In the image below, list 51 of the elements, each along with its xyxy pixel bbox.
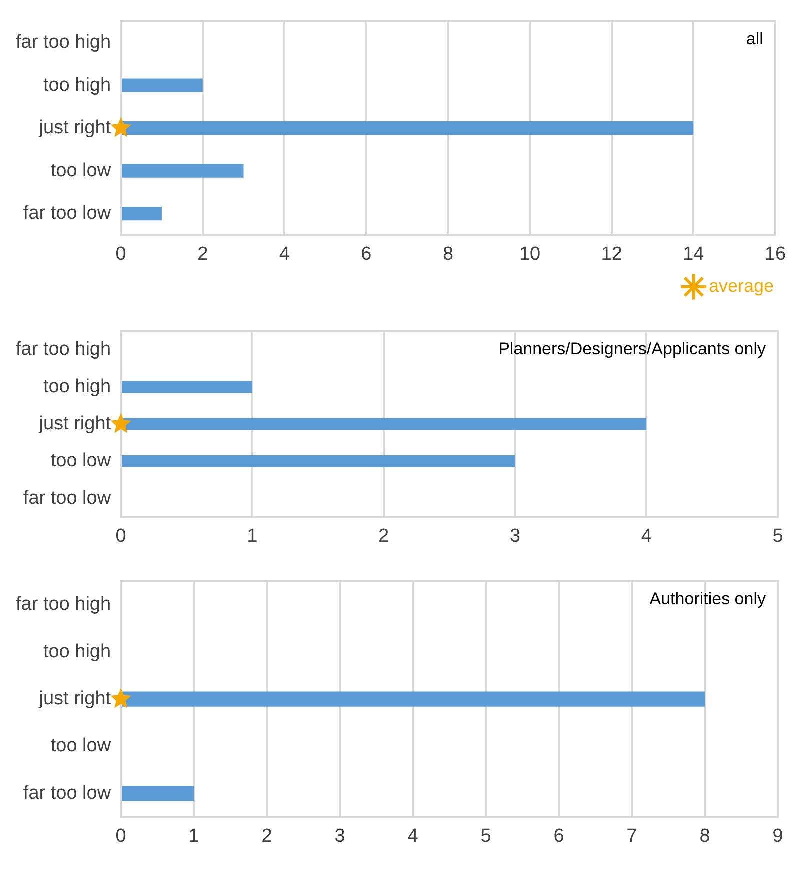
x-tick-label: 4 (279, 244, 290, 265)
x-tick-label: 2 (262, 826, 272, 847)
x-tick-label: 8 (700, 826, 710, 847)
annotation: Planners/Designers/Applicants only (498, 340, 766, 359)
y-tick-label: too low (50, 736, 112, 757)
x-tick-label: 5 (772, 526, 784, 547)
x-tick-label: 16 (764, 244, 786, 265)
bar (122, 206, 162, 221)
y-tick-label: just right (38, 414, 112, 435)
x-tick-label: 9 (772, 826, 784, 847)
x-tick-label: 4 (641, 526, 652, 547)
y-tick-label: too high (43, 376, 112, 398)
y-tick-label: far too high (16, 594, 112, 616)
x-tick-label: 6 (361, 244, 372, 265)
x-tick-label: 2 (198, 244, 208, 265)
x-tick-label: 14 (683, 244, 705, 265)
legend-label: average (708, 276, 774, 296)
x-tick-label: 8 (442, 244, 454, 265)
bar (122, 381, 252, 394)
x-tick-label: 10 (519, 244, 541, 265)
x-tick-label: 7 (626, 826, 638, 847)
x-tick-label: 6 (554, 826, 564, 847)
y-tick-label: too high (43, 74, 112, 96)
y-tick-label: far too high (16, 339, 112, 360)
y-tick-label: too high (43, 641, 112, 662)
x-tick-label: 3 (334, 826, 346, 847)
y-tick-label: far too low (23, 488, 112, 509)
bar (122, 78, 203, 92)
x-tick-label: 0 (116, 826, 126, 847)
y-tick-label: too low (50, 160, 112, 182)
x-tick-label: 3 (510, 526, 521, 547)
y-tick-label: far too high (16, 32, 112, 54)
x-tick-label: 2 (378, 526, 390, 547)
bar (122, 121, 694, 136)
x-tick-label: 1 (247, 526, 258, 547)
y-tick-label: far too low (23, 203, 112, 224)
y-tick-label: just right (38, 688, 112, 710)
x-tick-label: 4 (408, 826, 419, 847)
bar (122, 164, 244, 178)
x-tick-label: 12 (601, 244, 622, 265)
x-tick-label: 0 (116, 526, 126, 547)
annotation: Authorities only (650, 590, 766, 609)
bar (122, 456, 516, 468)
y-tick-label: too low (50, 450, 112, 472)
y-tick-label: just right (38, 118, 112, 139)
x-tick-label: 0 (116, 244, 126, 265)
x-tick-label: 5 (480, 826, 492, 847)
x-tick-label: 1 (188, 826, 200, 847)
y-tick-label: far too low (23, 782, 112, 804)
bar (122, 418, 647, 430)
annotation: all (746, 30, 764, 49)
